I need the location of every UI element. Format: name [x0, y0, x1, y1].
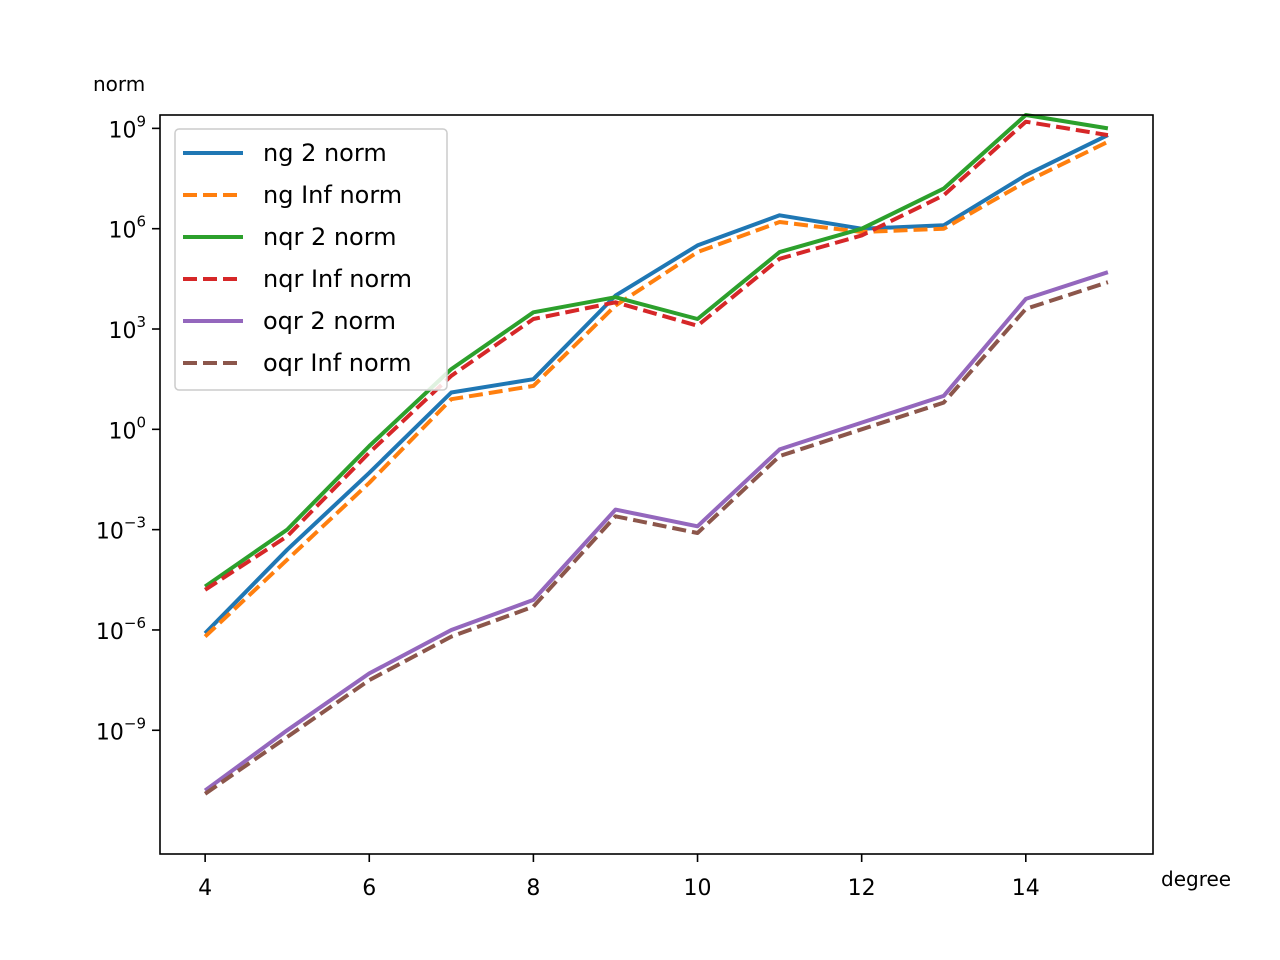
- x-tick-label: 12: [848, 876, 876, 901]
- legend-label: ng 2 norm: [263, 139, 387, 167]
- legend-label: oqr 2 norm: [263, 307, 396, 335]
- series-layer: [203, 113, 1109, 796]
- y-axis-label: norm: [93, 72, 145, 96]
- x-tick-label: 10: [684, 876, 712, 901]
- x-tick-label: 4: [198, 876, 212, 901]
- y-tick-label: 10−6: [96, 614, 146, 645]
- legend-label: nqr Inf norm: [263, 265, 412, 293]
- series-line-1: [203, 140, 1109, 639]
- y-tick-label: 103: [108, 313, 146, 344]
- legend-label: nqr 2 norm: [263, 223, 397, 251]
- y-tick-label: 106: [108, 213, 146, 244]
- series-line-4: [203, 270, 1109, 793]
- series-line-2: [203, 113, 1109, 589]
- series-line-5: [203, 280, 1109, 796]
- legend-label: ng Inf norm: [263, 181, 402, 209]
- series-line-3: [204, 119, 1109, 592]
- plot-frame: [159, 114, 1154, 855]
- legend-label: oqr Inf norm: [263, 349, 412, 377]
- x-tick-label: 14: [1012, 876, 1040, 901]
- y-axis: 10−9 10−6 10−3 100 103 106 109: [96, 112, 160, 745]
- x-axis: 4 6 8 10 12 14: [198, 854, 1040, 901]
- y-tick-label: 10−3: [96, 514, 146, 545]
- y-tick-label: 100: [108, 413, 146, 444]
- legend: ng 2 norm ng Inf norm nqr 2 norm nqr Inf no…: [174, 128, 448, 391]
- y-tick-label: 10−9: [96, 714, 146, 745]
- x-axis-label: degree: [1161, 867, 1231, 891]
- x-tick-label: 6: [362, 876, 376, 901]
- x-tick-label: 8: [526, 876, 540, 901]
- y-tick-label: 109: [108, 112, 146, 143]
- series-line-0: [203, 133, 1109, 635]
- legend-box: [174, 128, 448, 391]
